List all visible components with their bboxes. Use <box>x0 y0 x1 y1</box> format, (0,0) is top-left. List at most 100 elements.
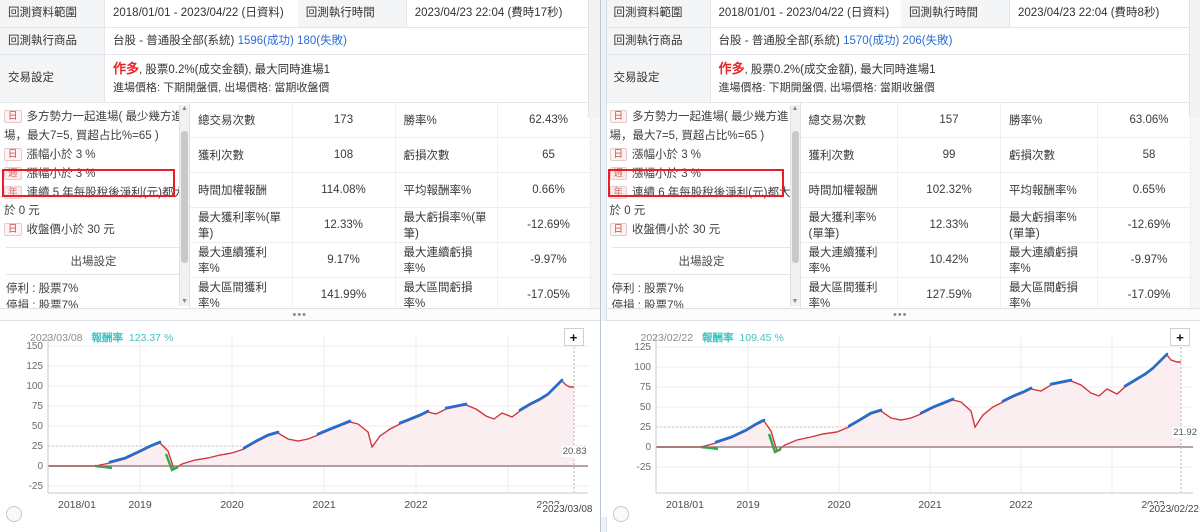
condition-item-highlighted[interactable]: 年連續 6 年每股稅後淨利(元)都大於 0 元 <box>609 183 798 221</box>
scroll-down-arrow-icon[interactable]: ▼ <box>791 298 799 306</box>
equity-chart-right[interactable]: 125 100 75 50 25 0 -25 2018/01 2019 2020… <box>600 321 1200 523</box>
value-trade-settings: 作多, 股票0.2%(成交金額), 最大同時進場1 進場價格: 下期開盤價, 出… <box>710 54 1200 104</box>
condition-item[interactable]: 日多方勢力一起進場( 最少幾方進場，最大7=5, 買超占比%=65 ) <box>609 107 798 145</box>
scrollbar-thumb[interactable] <box>181 131 188 264</box>
stat-value: 58 <box>1097 137 1200 174</box>
exit-settings-button[interactable]: 出場設定 <box>611 247 792 276</box>
stat-value: -17.05% <box>497 277 600 309</box>
value-trade-settings: 作多, 股票0.2%(成交金額), 最大同時進場1 進場價格: 下期開盤價, 出… <box>104 54 600 104</box>
product-success-count[interactable]: 1570(成功) <box>843 34 900 47</box>
label-run-time: 回測執行時間 <box>901 0 1010 28</box>
product-success-count[interactable]: 1596(成功) <box>237 34 294 47</box>
frequency-badge-day-icon: 日 <box>609 147 628 161</box>
condition-item[interactable]: 週漲幅小於 3 % <box>4 164 187 183</box>
summary-row-trade-settings: 交易設定 作多, 股票0.2%(成交金額), 最大同時進場1 進場價格: 下期開… <box>605 54 1200 104</box>
zoom-in-button[interactable]: + <box>1170 328 1190 347</box>
summary-row-range: 回測資料範圍 2018/01/01 - 2023/04/22 (日資料) 回測執… <box>605 0 1200 28</box>
summary-row-trade-settings: 交易設定 作多, 股票0.2%(成交金額), 最大同時進場1 進場價格: 下期開… <box>0 54 600 104</box>
svg-text:100: 100 <box>634 362 651 373</box>
stat-key: 最大獲利率%(單筆) <box>190 207 293 244</box>
stat-value: 127.59% <box>897 277 1001 309</box>
condition-item[interactable]: 日收盤價小於 30 元 <box>4 220 187 239</box>
mid-section-right: 日多方勢力一起進場( 最少幾方進場，最大7=5, 買超占比%=65 ) 日漲幅小… <box>606 103 1200 309</box>
condition-text: 漲幅小於 3 % <box>26 148 96 161</box>
scroll-up-arrow-icon[interactable]: ▲ <box>181 105 188 113</box>
stat-value: 12.33% <box>897 207 1001 244</box>
frequency-badge-day-icon: 日 <box>4 110 22 124</box>
frequency-badge-day-icon: 日 <box>4 223 22 237</box>
condition-item[interactable]: 日收盤價小於 30 元 <box>609 220 798 239</box>
zoom-in-button[interactable]: + <box>563 328 584 347</box>
label-trade-settings: 交易設定 <box>0 54 105 104</box>
scroll-down-arrow-icon[interactable]: ▼ <box>181 298 188 306</box>
settings-scrollbar[interactable]: ▲ ▼ <box>789 105 800 307</box>
stat-key: 總交易次數 <box>190 103 293 139</box>
stat-key: 最大虧損率%(單筆) <box>1000 207 1098 244</box>
condition-item[interactable]: 週漲幅小於 3 % <box>609 164 798 183</box>
condition-item[interactable]: 日多方勢力一起進場( 最少幾方進場，最大7=5, 買超占比%=65 ) <box>4 107 187 145</box>
svg-text:2022: 2022 <box>1009 499 1033 511</box>
condition-text: 漲幅小於 3 % <box>632 148 702 161</box>
condition-text: 收盤價小於 30 元 <box>26 224 115 237</box>
chart-reset-button[interactable] <box>612 506 629 523</box>
splitter-dots-icon: ••• <box>292 308 308 321</box>
panel-splitter[interactable]: ••• <box>600 308 1200 322</box>
equity-chart-svg: 125 100 75 50 25 0 -25 2018/01 2019 2020… <box>600 321 1200 518</box>
take-profit-line: 停利 : 股票7% <box>611 283 684 296</box>
exit-settings-button[interactable]: 出場設定 <box>6 247 181 276</box>
product-fail-count[interactable]: 180(失敗) <box>297 34 347 47</box>
condition-item-highlighted[interactable]: 年連續 5 年每股稅後淨利(元)都大於 0 元 <box>4 183 187 221</box>
scroll-up-arrow-icon[interactable]: ▲ <box>791 105 799 113</box>
right-panel-top-scrollbar[interactable] <box>1189 0 1200 118</box>
stat-value: -9.97% <box>497 242 600 279</box>
stats-scrollbar[interactable] <box>1190 103 1200 309</box>
svg-text:2020: 2020 <box>827 499 851 511</box>
product-name: 台股 - 普通股全部(系統) <box>718 34 840 47</box>
svg-text:2018/01: 2018/01 <box>58 499 96 511</box>
left-panel-top-scrollbar[interactable] <box>588 0 600 118</box>
frequency-badge-day-icon: 日 <box>4 147 22 161</box>
stat-key: 獲利次數 <box>800 137 898 174</box>
stat-value: 157 <box>897 103 1001 139</box>
tooltip-value: 109.45 % <box>739 332 784 345</box>
summary-row-product: 回測執行商品 台股 - 普通股全部(系統) 1570(成功) 206(失敗) <box>605 27 1200 56</box>
svg-text:2019: 2019 <box>736 499 760 511</box>
stat-key: 最大連續虧損率% <box>1000 242 1098 279</box>
stats-table-left: 總交易次數 173 勝率% 62.43% 獲利次數 108 虧損次數 65 時間… <box>190 103 600 309</box>
tooltip-label: 報酬率 <box>91 332 123 345</box>
tooltip-date: 2023/02/22 <box>640 332 694 345</box>
label-run-time: 回測執行時間 <box>297 0 407 28</box>
svg-text:50: 50 <box>32 421 44 432</box>
settings-scrollbar[interactable]: ▲ ▼ <box>179 105 189 307</box>
svg-text:125: 125 <box>26 361 43 372</box>
mid-section-left: 日多方勢力一起進場( 最少幾方進場，最大7=5, 買超占比%=65 ) 日漲幅小… <box>0 103 600 309</box>
summary-table-left: 回測資料範圍 2018/01/01 - 2023/04/22 (日資料) 回測執… <box>0 0 600 104</box>
condition-item[interactable]: 日漲幅小於 3 % <box>609 145 798 164</box>
condition-text: 多方勢力一起進場( 最少幾方進場，最大7=5, 買超占比%=65 ) <box>609 111 789 142</box>
table-row: 最大區間獲利率% 127.59% 最大區間虧損率% -17.09% <box>800 277 1200 309</box>
stat-key: 最大獲利率%(單筆) <box>800 207 898 244</box>
svg-text:125: 125 <box>634 342 651 353</box>
stats-table-right: 總交易次數 157 勝率% 63.06% 獲利次數 99 虧損次數 58 時間加… <box>800 103 1200 309</box>
scrollbar-thumb[interactable] <box>791 131 799 264</box>
stat-value: 0.66% <box>497 172 600 209</box>
exit-info: 停利 : 股票7% 停損 : 股票7% <box>4 281 187 308</box>
condition-item[interactable]: 日漲幅小於 3 % <box>4 145 187 164</box>
product-name: 台股 - 普通股全部(系統) <box>113 34 235 47</box>
take-profit-line: 停利 : 股票7% <box>6 283 79 296</box>
label-product: 回測執行商品 <box>605 27 711 56</box>
frequency-badge-year-icon: 年 <box>4 185 22 199</box>
svg-text:0: 0 <box>37 461 43 472</box>
tooltip-label: 報酬率 <box>701 332 734 345</box>
stat-value: 12.33% <box>292 207 396 244</box>
chart-reset-button[interactable] <box>6 506 22 523</box>
product-fail-count[interactable]: 206(失敗) <box>902 34 953 47</box>
stat-value: -9.97% <box>1097 242 1200 279</box>
panel-splitter[interactable]: ••• <box>0 308 600 322</box>
equity-chart-left[interactable]: 150 125 100 75 50 25 0 -25 2018/01 2019 … <box>0 321 600 523</box>
stat-key: 最大連續獲利率% <box>800 242 898 279</box>
table-row: 總交易次數 173 勝率% 62.43% <box>190 103 600 139</box>
stats-scrollbar[interactable] <box>589 103 600 309</box>
stop-loss-line: 停損 : 股票7% <box>6 300 79 309</box>
